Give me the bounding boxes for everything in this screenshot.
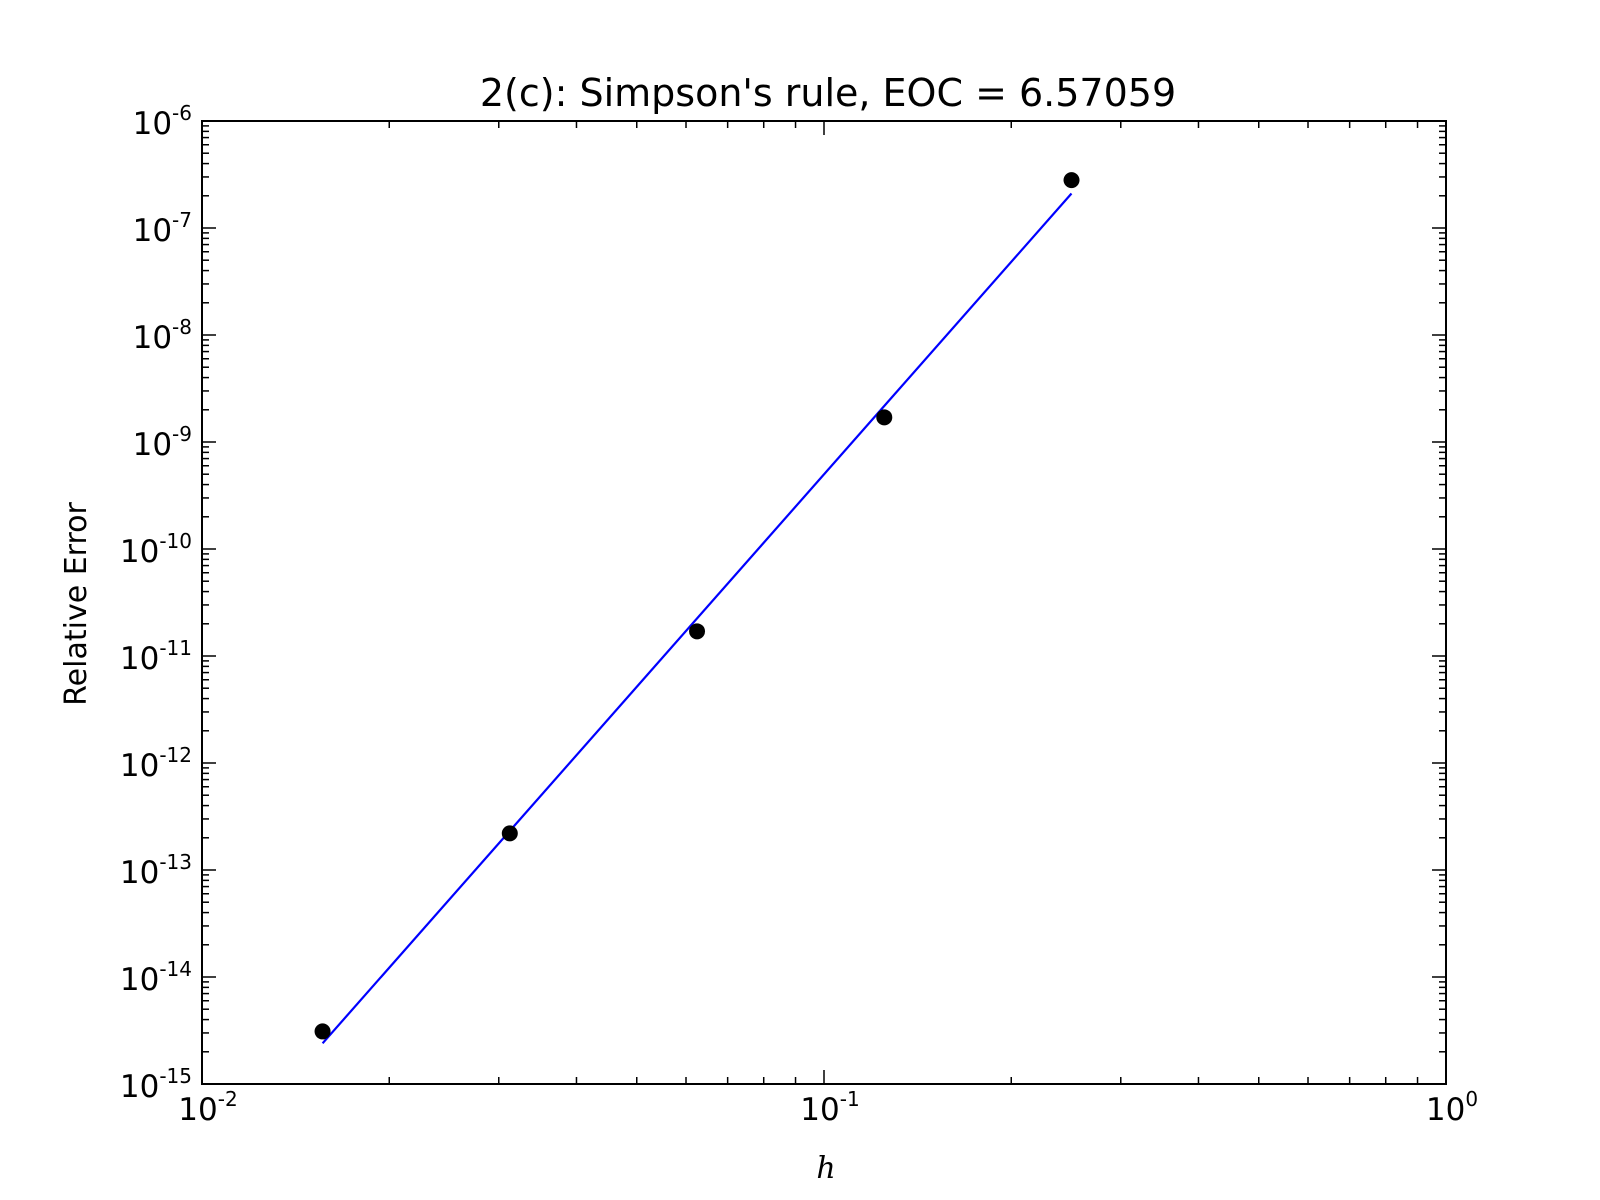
y-tick-label: 10-7 <box>133 208 192 249</box>
y-tick-label: 10-8 <box>133 315 192 356</box>
chart-title: 2(c): Simpson's rule, EOC = 6.57059 <box>480 71 1176 115</box>
data-point <box>314 1023 331 1040</box>
y-tick-label: 10-10 <box>120 529 192 570</box>
y-tick-label: 10-15 <box>120 1064 192 1105</box>
plot-area-frame <box>201 120 1447 1085</box>
data-point <box>689 623 706 640</box>
axis-ticks <box>201 120 1447 1085</box>
y-tick-label: 10-11 <box>120 636 192 677</box>
data-layer <box>314 172 1080 1045</box>
x-tick-label: 10-1 <box>800 1087 859 1128</box>
data-point <box>876 409 893 426</box>
y-tick-label: 10-6 <box>133 101 192 142</box>
x-tick-label: 100 <box>1426 1087 1478 1128</box>
data-point <box>1063 172 1080 189</box>
data-point <box>501 825 518 842</box>
y-tick-label: 10-12 <box>120 743 192 784</box>
axis-tick-labels: 10-2 10-1 100 10-15 10-14 10-13 10-12 10-11 10-1… <box>120 101 1478 1128</box>
y-tick-label: 10-14 <box>120 957 192 998</box>
fit-line <box>321 192 1073 1045</box>
x-axis-label: h <box>816 1151 835 1186</box>
y-axis-label: Relative Error <box>59 502 94 706</box>
y-tick-label: 10-13 <box>120 850 192 891</box>
x-tick-label: 10-2 <box>178 1087 237 1128</box>
y-tick-label: 10-9 <box>133 422 192 463</box>
